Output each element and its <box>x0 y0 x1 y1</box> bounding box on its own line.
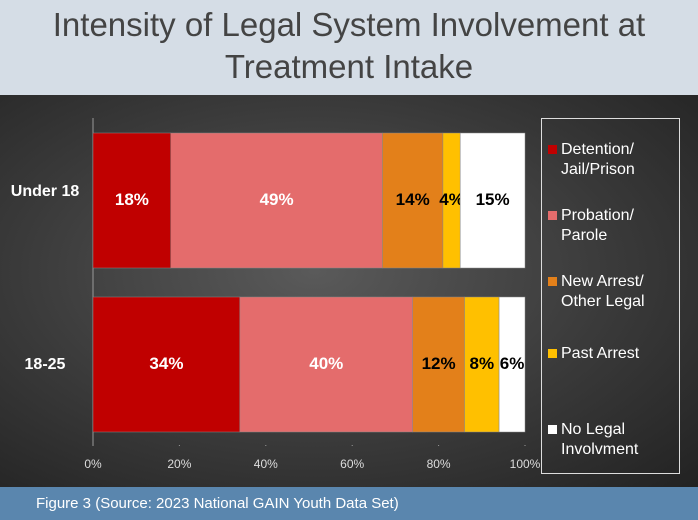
chart-title: Intensity of Legal System Involvement at… <box>52 6 646 85</box>
bar-segment <box>464 296 500 433</box>
x-tick-label: 100% <box>510 457 541 471</box>
legend-swatch <box>548 425 557 434</box>
x-tick-label: 60% <box>340 457 364 471</box>
x-tick-label: 40% <box>254 457 278 471</box>
bar-segment <box>459 132 526 269</box>
bar-segment <box>382 132 444 269</box>
value-label: 34% <box>149 354 183 373</box>
value-label: 4% <box>439 190 464 209</box>
bar-segment <box>92 132 172 269</box>
x-tick-label: 20% <box>167 457 191 471</box>
category-label: 18-25 <box>24 355 66 373</box>
bar-segment <box>239 296 413 433</box>
bar-segment <box>412 296 465 433</box>
legend <box>541 118 680 474</box>
legend-label: Past Arrest <box>561 345 640 362</box>
bar-segment <box>170 132 383 269</box>
legend-swatch <box>548 211 557 220</box>
caption: Figure 3 (Source: 2023 National GAIN You… <box>36 495 399 512</box>
value-label: 12% <box>422 354 456 373</box>
x-tick-label: 0% <box>84 457 102 471</box>
legend-label: No Legal Involvment <box>561 421 639 458</box>
value-label: 40% <box>309 354 343 373</box>
bar-segment <box>498 296 526 433</box>
legend-label: Probation/ Parole <box>561 207 634 244</box>
legend-label: New Arrest/ Other Legal <box>561 273 645 310</box>
value-label: 8% <box>470 354 495 373</box>
legend-swatch <box>548 145 557 154</box>
bar-segment <box>92 296 241 433</box>
category-label: Under 18 <box>10 182 80 200</box>
legend-swatch <box>548 277 557 286</box>
legend-label: Detention/ Jail/Prison <box>561 141 635 178</box>
x-tick-label: 80% <box>427 457 451 471</box>
value-label: 18% <box>115 190 149 209</box>
caption-bar: Figure 3 (Source: 2023 National GAIN You… <box>0 487 698 520</box>
legend-swatch <box>548 349 557 358</box>
value-label: 49% <box>260 190 294 209</box>
title-area: Intensity of Legal System Involvement at… <box>0 0 698 95</box>
value-label: 15% <box>476 190 510 209</box>
value-label: 6% <box>500 354 525 373</box>
value-label: 14% <box>396 190 430 209</box>
